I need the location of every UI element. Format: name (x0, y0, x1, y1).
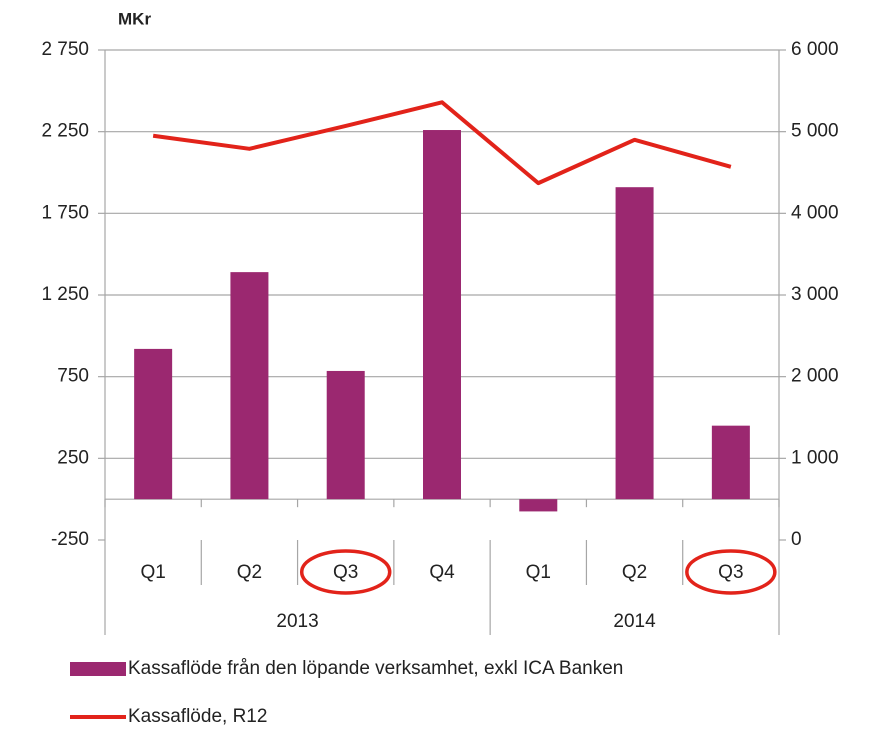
highlight-circle (685, 549, 777, 595)
group-label: 2014 (613, 611, 656, 632)
x-tick-label: Q1 (526, 562, 551, 583)
legend-swatch (70, 662, 126, 676)
line (152, 100, 732, 186)
bar (326, 370, 365, 500)
x-tick-label: Q1 (140, 562, 165, 583)
y2-tick-label: 5 000 (791, 121, 839, 142)
y2-tick-label: 0 (791, 529, 802, 550)
y-tick-label: 1 750 (41, 202, 89, 223)
bar (134, 348, 173, 500)
x-tick-label: Q2 (237, 562, 262, 583)
x-tick-label: Q4 (429, 562, 455, 583)
y-tick-label: 2 250 (41, 121, 89, 142)
x-tick-label: Q3 (333, 562, 358, 583)
bar (711, 425, 750, 500)
x-tick-label: Q3 (718, 562, 743, 583)
legend-label: Kassaflöde från den löpande verksamhet, … (128, 658, 623, 679)
y2-tick-label: 4 000 (791, 202, 839, 223)
y-tick-label: 250 (57, 447, 89, 468)
y2-tick-label: 6 000 (791, 39, 839, 60)
y2-tick-label: 1 000 (791, 447, 839, 468)
y-tick-label: 750 (57, 366, 89, 387)
bar (423, 130, 461, 500)
x-tick-label: Q2 (622, 562, 647, 583)
bar (230, 272, 269, 500)
y2-tick-label: 3 000 (791, 284, 839, 305)
highlight-circle (299, 549, 392, 595)
y-tick-label: 2 750 (41, 39, 89, 60)
bar (519, 499, 558, 512)
y2-tick-label: 2 000 (791, 366, 839, 387)
unit-label: MKr (118, 9, 151, 28)
y-tick-label: 1 250 (41, 284, 89, 305)
group-label: 2013 (276, 611, 318, 632)
bar (615, 187, 654, 500)
y-tick-label: -250 (51, 529, 89, 550)
legend-label: Kassaflöde, R12 (128, 706, 267, 727)
